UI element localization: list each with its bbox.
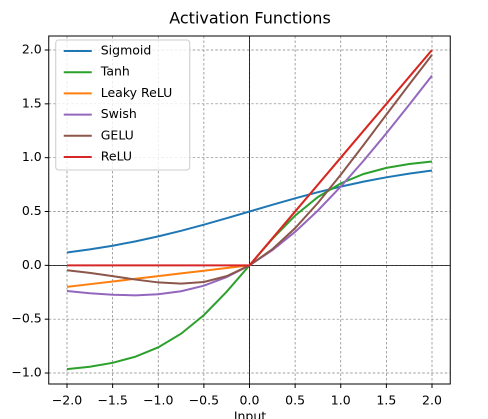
x-tick-label: 2.0	[422, 393, 442, 408]
x-tick-label: −1.0	[143, 393, 173, 408]
x-tick-label: −0.5	[189, 393, 219, 408]
x-tick-label: −2.0	[52, 393, 82, 408]
x-tick-label: 1.5	[376, 393, 396, 408]
series-line	[66, 169, 433, 254]
y-tick-label: 2.0	[22, 41, 42, 56]
legend-label: ReLU	[101, 149, 132, 164]
y-tick-label: 0.5	[22, 203, 42, 218]
y-tick-label: −1.0	[11, 365, 41, 380]
legend-label: Sigmoid	[101, 43, 152, 58]
y-tick-label: 1.5	[22, 95, 42, 110]
chart-title: Activation Functions	[169, 9, 331, 28]
y-tick-label: 0.0	[22, 257, 42, 272]
y-tick-label: −0.5	[11, 311, 41, 326]
legend-label: GELU	[101, 127, 134, 142]
x-tick-label: 0.5	[285, 393, 305, 408]
legend-label: Leaky ReLU	[101, 85, 173, 100]
x-tick-label: 0.0	[240, 393, 260, 408]
x-axis-label: Input	[234, 409, 266, 419]
legend-label: Tanh	[100, 64, 130, 79]
plot-frame	[48, 35, 451, 385]
legend: Sigmoid Tanh Leaky ReLU Swish GELU ReLU	[55, 39, 191, 171]
x-tick-label: 1.0	[331, 393, 351, 408]
legend-label: Swish	[101, 106, 137, 121]
x-tick-label: −1.5	[97, 393, 127, 408]
y-tick-label: 1.0	[22, 149, 42, 164]
series-line	[67, 49, 433, 267]
